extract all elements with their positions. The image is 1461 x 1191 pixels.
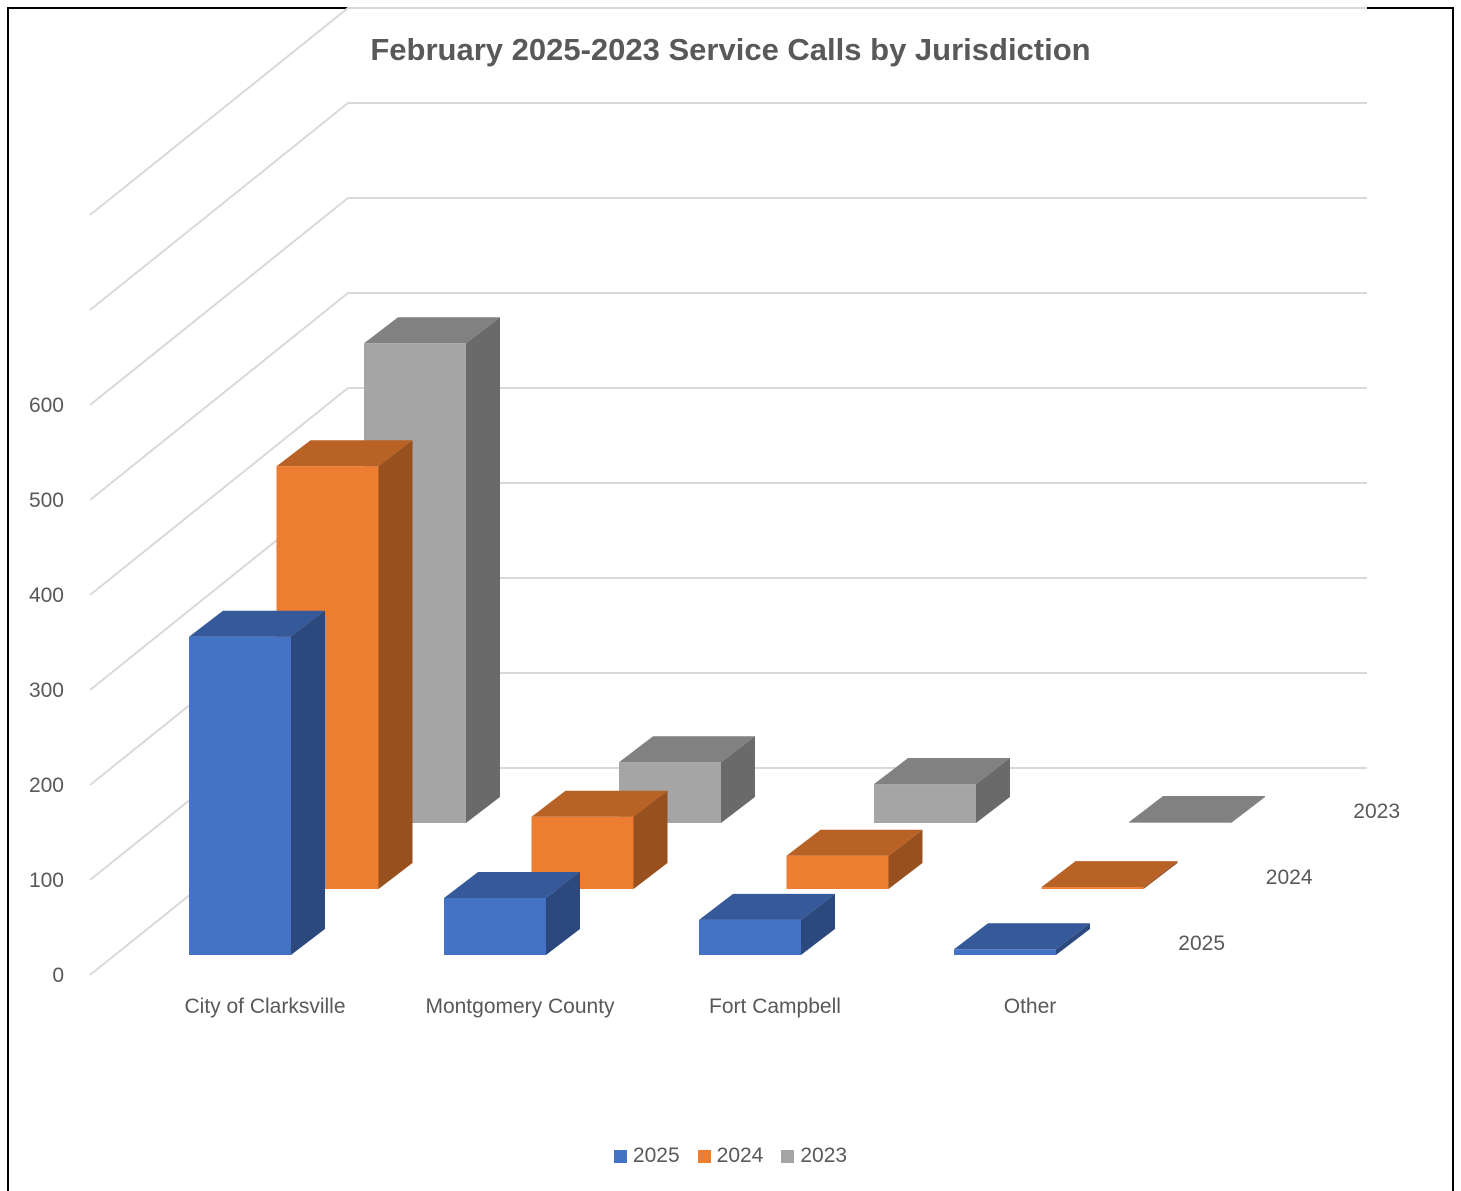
legend-item: 2025 (613, 1144, 680, 1168)
depth-label: 2025 (1178, 932, 1225, 955)
bar-front (1129, 822, 1231, 823)
bar-side (1143, 861, 1178, 889)
bar (444, 872, 580, 955)
bar (1041, 861, 1178, 889)
bar-top (189, 610, 325, 637)
bar-top (786, 829, 923, 856)
bar-side (466, 317, 500, 823)
bars (189, 317, 1265, 955)
category-label: City of Clarksville (184, 995, 345, 1018)
bar-side (976, 758, 1010, 823)
y-tick-label: 400 (29, 584, 64, 607)
bar (699, 893, 835, 955)
bar-front (1041, 887, 1144, 889)
chart-frame (7, 7, 1454, 1191)
bar-front (954, 949, 1056, 955)
bar-side (1056, 923, 1090, 955)
bar (1129, 796, 1265, 823)
gridline (89, 292, 1367, 501)
gridline (89, 197, 1367, 406)
legend-label: 2024 (716, 1144, 764, 1167)
bar-front (699, 919, 801, 955)
depth-labels: 2025 2024 2023 (1178, 800, 1400, 955)
bar-top (444, 872, 580, 898)
bar (954, 923, 1090, 955)
depth-label: 2024 (1266, 866, 1313, 889)
category-labels: City of Clarksville Montgomery County Fort… (184, 995, 1056, 1018)
category-label: Fort Campbell (709, 995, 841, 1018)
depth-label: 2023 (1353, 800, 1400, 823)
y-tick-label: 200 (29, 774, 64, 797)
category-label: Other (1004, 995, 1057, 1018)
legend: 2025 2024 2023 (0, 1144, 1461, 1168)
gridline (89, 387, 1367, 596)
bar-top (276, 440, 413, 467)
bar-top (954, 923, 1090, 950)
legend-label: 2025 (632, 1144, 680, 1167)
y-tick-label: 600 (29, 394, 64, 417)
y-tick-label: 100 (29, 869, 64, 892)
bar-top (699, 893, 835, 920)
y-tick-label: 0 (52, 964, 64, 987)
bar-top (1129, 796, 1265, 823)
bar-side (633, 790, 668, 889)
bar-front (786, 855, 889, 889)
bar-top (619, 736, 755, 763)
y-tick-label: 500 (29, 489, 64, 512)
category-label: Montgomery County (425, 995, 615, 1018)
bar-side (546, 872, 580, 955)
legend-swatch (613, 1149, 627, 1163)
bar-side (721, 736, 755, 823)
bar (874, 758, 1010, 823)
bar (189, 610, 325, 955)
gridline (89, 102, 1367, 311)
bar-side (378, 440, 413, 889)
legend-swatch (781, 1149, 795, 1163)
legend-item: 2024 (697, 1144, 764, 1168)
y-tick-label: 300 (29, 679, 64, 702)
bar-side (888, 829, 923, 889)
bar (786, 829, 923, 889)
bar-front (189, 636, 291, 955)
bar-side (801, 893, 835, 955)
bar-top (364, 317, 500, 344)
bar-top (531, 790, 668, 817)
bar-side (1231, 796, 1265, 823)
legend-swatch (697, 1149, 711, 1163)
gridline (89, 7, 1367, 216)
legend-label: 2023 (800, 1144, 848, 1167)
y-tick-labels: 0 100 200 300 400 500 600 (29, 394, 64, 987)
bar-front (874, 784, 976, 823)
bar-top (874, 758, 1010, 785)
chart-title: February 2025-2023 Service Calls by Juri… (370, 32, 1091, 67)
bar-top (1041, 861, 1178, 888)
legend-item: 2023 (781, 1144, 847, 1168)
bar-front (444, 898, 546, 955)
bar-side (291, 610, 325, 955)
